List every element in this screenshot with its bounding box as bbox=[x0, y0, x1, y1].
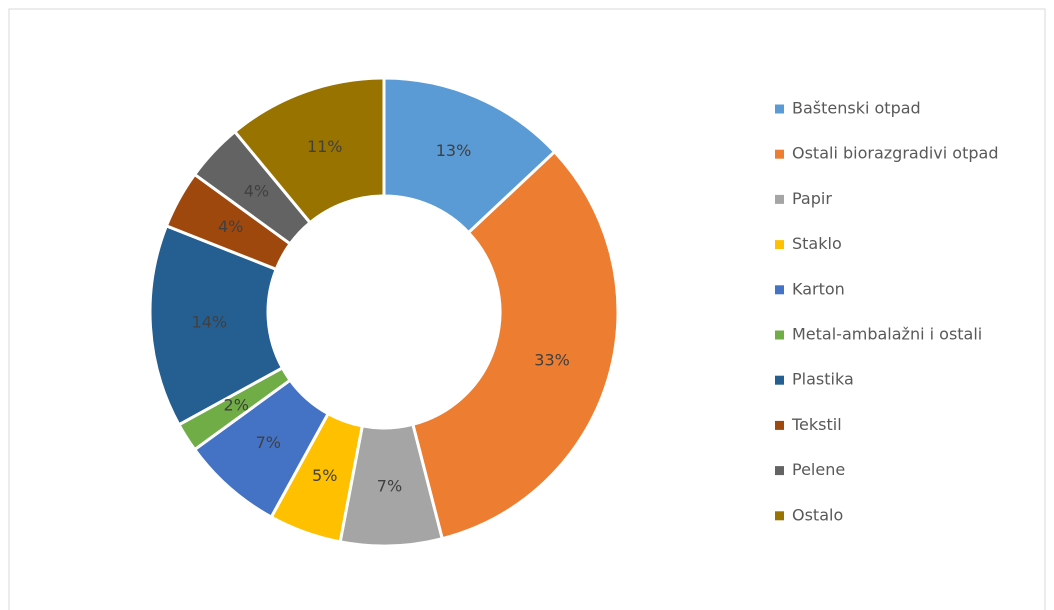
legend-label: Papir bbox=[792, 189, 832, 208]
data-label: 13% bbox=[436, 141, 472, 160]
slice bbox=[232, 76, 386, 225]
legend-label: Ostalo bbox=[792, 505, 843, 524]
legend-swatch bbox=[775, 330, 784, 340]
data-label: 4% bbox=[244, 182, 269, 201]
data-label: 7% bbox=[256, 433, 281, 452]
legend-label: Karton bbox=[792, 279, 845, 298]
legend-swatch bbox=[775, 149, 784, 159]
data-label: 5% bbox=[312, 466, 337, 485]
legend-swatch bbox=[775, 285, 784, 295]
legend-swatch bbox=[775, 375, 784, 385]
legend-swatch bbox=[775, 466, 784, 476]
legend-label: Baštenski otpad bbox=[792, 99, 921, 118]
data-label: 2% bbox=[224, 395, 249, 414]
legend-swatch bbox=[775, 511, 784, 521]
data-label: 4% bbox=[218, 217, 243, 236]
legend-swatch bbox=[775, 194, 784, 204]
legend-swatch bbox=[775, 104, 784, 114]
legend-label: Ostali biorazgradivi otpad bbox=[792, 144, 998, 163]
legend-label: Tekstil bbox=[791, 415, 842, 434]
legend-swatch bbox=[775, 420, 784, 430]
legend-label: Metal-ambalažni i ostali bbox=[792, 325, 982, 344]
legend-label: Staklo bbox=[792, 234, 842, 253]
slice bbox=[148, 223, 285, 427]
data-label: 33% bbox=[534, 350, 570, 369]
slice bbox=[411, 149, 620, 541]
data-label: 14% bbox=[192, 312, 228, 331]
data-label: 7% bbox=[377, 476, 402, 495]
data-label: 11% bbox=[307, 137, 343, 156]
legend-swatch bbox=[775, 240, 784, 250]
legend-label: Plastika bbox=[792, 370, 854, 389]
legend-label: Pelene bbox=[792, 460, 845, 479]
